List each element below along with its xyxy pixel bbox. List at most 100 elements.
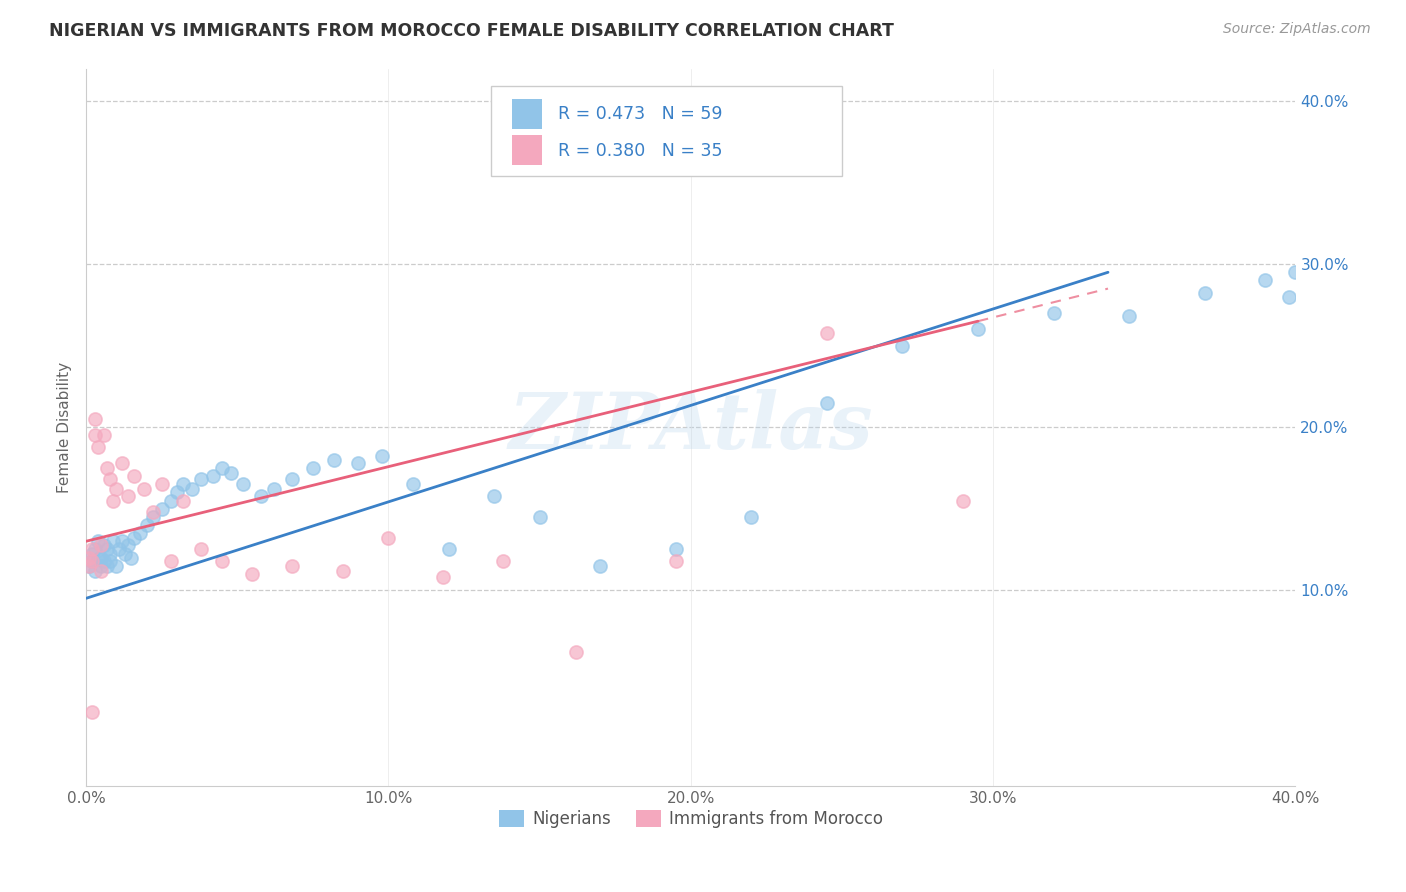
Point — [93, 554, 115, 568]
Point — [90, 550, 112, 565]
Point — [301, 461, 323, 475]
Point — [250, 489, 273, 503]
Point — [120, 550, 142, 565]
Point — [332, 564, 354, 578]
Text: R = 0.473   N = 59: R = 0.473 N = 59 — [558, 105, 723, 123]
Point — [952, 493, 974, 508]
Point — [114, 547, 136, 561]
Point — [84, 542, 107, 557]
Point — [87, 534, 110, 549]
Text: R = 0.380   N = 35: R = 0.380 N = 35 — [558, 142, 723, 160]
Point — [967, 322, 990, 336]
Point — [219, 466, 242, 480]
Point — [124, 469, 146, 483]
Point — [190, 472, 212, 486]
Point — [589, 558, 612, 573]
Point — [82, 554, 104, 568]
Point — [159, 554, 181, 568]
Legend: Nigerians, Immigrants from Morocco: Nigerians, Immigrants from Morocco — [492, 804, 890, 835]
Point — [1118, 310, 1140, 324]
FancyBboxPatch shape — [512, 136, 541, 165]
Point — [347, 456, 370, 470]
Point — [232, 477, 254, 491]
Point — [1194, 286, 1216, 301]
Point — [211, 461, 233, 475]
Point — [202, 469, 225, 483]
Point — [484, 489, 506, 503]
Point — [111, 456, 134, 470]
Point — [105, 482, 128, 496]
Point — [82, 547, 104, 561]
Point — [172, 477, 194, 491]
Point — [240, 566, 263, 581]
Point — [142, 505, 165, 519]
Y-axis label: Female Disability: Female Disability — [58, 361, 72, 492]
Point — [87, 440, 110, 454]
Point — [529, 509, 551, 524]
Point — [105, 558, 128, 573]
Text: ZIPAtlas: ZIPAtlas — [509, 389, 873, 466]
Point — [1284, 265, 1306, 279]
Point — [166, 485, 188, 500]
Point — [1042, 306, 1064, 320]
Point — [665, 542, 688, 557]
Point — [437, 542, 460, 557]
Point — [129, 526, 152, 541]
Point — [96, 558, 118, 573]
Point — [87, 552, 110, 566]
Point — [280, 558, 302, 573]
Point — [103, 493, 125, 508]
Point — [150, 501, 173, 516]
FancyBboxPatch shape — [512, 99, 541, 129]
Point — [124, 531, 146, 545]
Point — [98, 547, 121, 561]
FancyBboxPatch shape — [491, 87, 842, 176]
Point — [96, 461, 118, 475]
Point — [371, 450, 394, 464]
Point — [432, 570, 454, 584]
Point — [93, 537, 115, 551]
Point — [172, 493, 194, 508]
Point — [77, 550, 100, 565]
Point — [377, 531, 399, 545]
Point — [90, 558, 112, 573]
Point — [77, 558, 100, 573]
Point — [180, 482, 202, 496]
Point — [815, 326, 838, 340]
Point — [98, 554, 121, 568]
Text: NIGERIAN VS IMMIGRANTS FROM MOROCCO FEMALE DISABILITY CORRELATION CHART: NIGERIAN VS IMMIGRANTS FROM MOROCCO FEMA… — [49, 22, 894, 40]
Point — [263, 482, 285, 496]
Point — [665, 554, 688, 568]
Point — [84, 428, 107, 442]
Point — [565, 645, 588, 659]
Point — [82, 554, 104, 568]
Point — [190, 542, 212, 557]
Point — [93, 428, 115, 442]
Point — [280, 472, 302, 486]
Point — [1278, 290, 1301, 304]
Point — [323, 452, 346, 467]
Point — [90, 564, 112, 578]
Point — [740, 509, 762, 524]
Point — [98, 472, 121, 486]
Point — [159, 493, 181, 508]
Point — [150, 477, 173, 491]
Text: Source: ZipAtlas.com: Source: ZipAtlas.com — [1223, 22, 1371, 37]
Point — [77, 558, 100, 573]
Point — [815, 395, 838, 409]
Point — [135, 518, 157, 533]
Point — [82, 542, 104, 557]
Point — [82, 706, 104, 720]
Point — [492, 554, 515, 568]
Point — [117, 537, 139, 551]
Point — [84, 564, 107, 578]
Point — [1254, 273, 1277, 287]
Point — [108, 542, 131, 557]
Point — [103, 534, 125, 549]
Point — [96, 542, 118, 557]
Point — [132, 482, 155, 496]
Point — [90, 537, 112, 551]
Point — [211, 554, 233, 568]
Point — [401, 477, 423, 491]
Point — [142, 509, 165, 524]
